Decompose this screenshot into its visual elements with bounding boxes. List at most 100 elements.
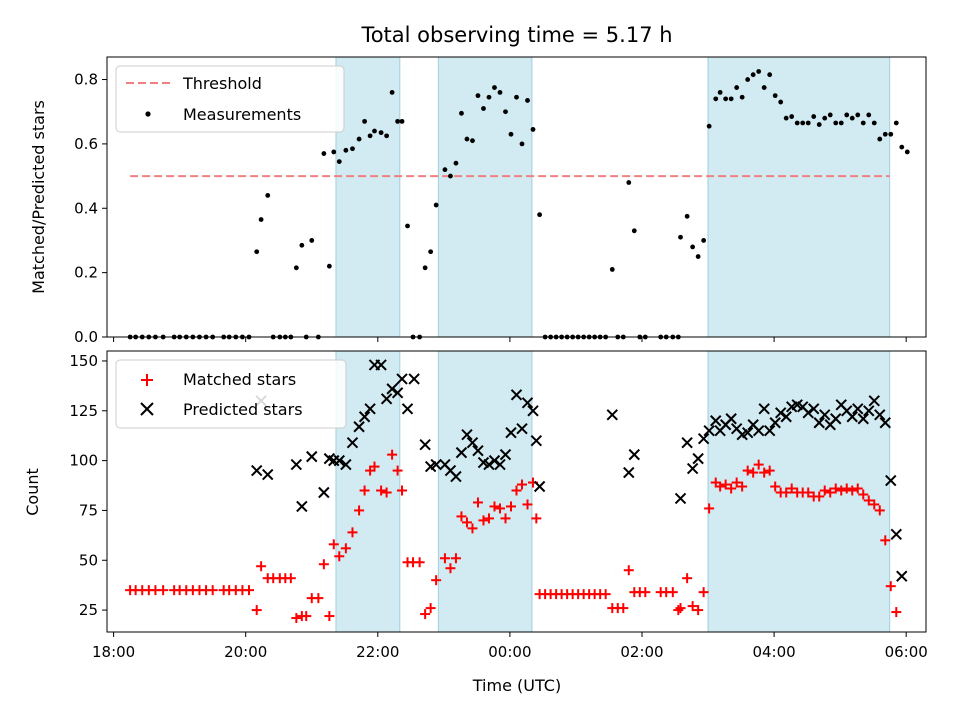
predicted-point: [353, 421, 365, 433]
matched-point: [472, 497, 483, 508]
measurement-point: [258, 217, 264, 222]
measurement-point: [756, 69, 762, 74]
measurement-point: [331, 149, 337, 155]
measurement-point: [350, 146, 355, 152]
matched-point: [836, 485, 847, 496]
matched-point: [675, 603, 686, 614]
y-tick-label: 0.4: [74, 199, 98, 217]
matched-point: [301, 611, 312, 622]
shaded-interval-1: [437, 56, 533, 338]
predicted-point: [623, 466, 635, 479]
matched-point: [880, 535, 891, 546]
matched-point: [814, 491, 825, 502]
ratio-panel: 0.00.20.40.60.8 Matched/Predicted stars …: [29, 56, 927, 346]
measurement-point: [761, 85, 767, 90]
predicted-point: [318, 486, 330, 499]
predicted-point: [483, 458, 495, 471]
predicted-point: [262, 468, 274, 481]
matched-point: [841, 483, 852, 494]
measurement-point: [405, 223, 410, 229]
measurement-point: [717, 90, 723, 95]
measurement-point: [822, 115, 828, 121]
matched-point: [387, 449, 398, 460]
measurement-point: [778, 99, 784, 105]
matched-point: [431, 575, 442, 586]
predicted-point: [885, 474, 897, 487]
measurement-point: [343, 147, 349, 153]
measurement-point: [631, 228, 637, 234]
predicted-point: [725, 413, 737, 425]
predicted-point: [628, 448, 640, 461]
matched-point: [291, 613, 302, 624]
count-panel: 25 50 75 100 125 150 18:00 20:00 22:00 00:00 02:0…: [23, 350, 928, 695]
shaded-interval-0: [335, 56, 401, 338]
measurement-point: [481, 106, 486, 111]
matched-point: [511, 485, 522, 496]
legend-threshold-label: Threshold: [182, 74, 262, 93]
predicted-point: [340, 458, 352, 471]
measurement-point: [723, 96, 729, 102]
predicted-point: [763, 425, 776, 437]
predicted-point: [868, 395, 880, 407]
matched-point: [667, 587, 678, 598]
predicted-point: [391, 387, 404, 399]
y-tick-label: 0.6: [74, 135, 98, 153]
matched-point: [891, 607, 902, 618]
measurement-point: [728, 96, 734, 102]
measurement-point: [254, 249, 260, 255]
predicted-point: [472, 444, 484, 457]
matched-point: [340, 543, 351, 554]
measurement-point: [372, 128, 377, 134]
measurement-point: [519, 141, 525, 147]
predicted-point: [408, 373, 420, 385]
x-tick-label: 06:00: [885, 643, 928, 661]
measurement-point: [326, 263, 332, 269]
matched-point: [737, 481, 748, 492]
predicted-point: [530, 434, 543, 447]
matched-point: [531, 513, 542, 524]
measurement-point: [701, 238, 707, 243]
matched-point: [764, 465, 775, 476]
measurement-point: [706, 123, 712, 129]
measurement-point: [486, 94, 492, 100]
predicted-point: [819, 409, 831, 421]
matched-point: [786, 483, 797, 494]
matched-point: [720, 479, 731, 490]
matched-point: [847, 485, 858, 496]
predicted-point: [874, 409, 886, 421]
predicted-point: [896, 570, 908, 582]
measurement-point: [789, 114, 795, 119]
predicted-point: [375, 359, 387, 371]
measurement-point: [833, 120, 839, 126]
legend-measurements-swatch: [145, 111, 151, 117]
measurement-point: [899, 144, 905, 150]
matched-stars-points: [125, 449, 902, 624]
predicted-point: [533, 480, 546, 493]
matched-point: [354, 505, 365, 516]
legend-predicted-swatch: [140, 402, 154, 416]
predicted-point: [521, 397, 534, 409]
measurement-point: [442, 167, 448, 173]
predicted-point: [510, 389, 523, 401]
x-tick-label: 20:00: [224, 643, 267, 661]
measurement-point: [690, 244, 696, 250]
measurement-point: [336, 159, 342, 164]
x-tick-label: 02:00: [620, 643, 663, 661]
measurement-point: [453, 160, 459, 166]
matched-point: [425, 603, 436, 614]
measurement-point: [609, 267, 615, 272]
measurement-point: [811, 114, 817, 119]
measurement-point: [739, 94, 745, 100]
predicted-point: [710, 415, 722, 427]
predicted-point: [703, 425, 715, 437]
predicted-point: [346, 436, 359, 449]
matched-point: [885, 581, 896, 592]
top-y-ticks: 0.0 0.2 0.4 0.6 0.8: [74, 71, 107, 346]
x-tick-label: 00:00: [488, 643, 531, 661]
matched-point: [328, 539, 339, 550]
bottom-x-ticks: 18:00 20:00 22:00 00:00 02:00 04:00 06:00: [92, 632, 928, 661]
measurement-point: [299, 242, 305, 248]
measurement-point: [794, 120, 800, 126]
x-tick-label: 18:00: [92, 643, 135, 661]
predicted-point: [697, 432, 710, 445]
